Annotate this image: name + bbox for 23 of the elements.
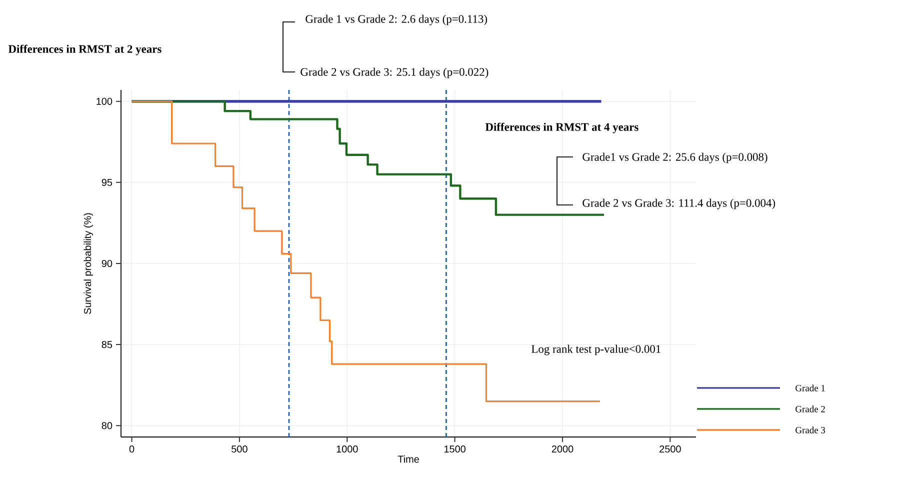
y-axis-title: Survival probability (%) bbox=[84, 213, 94, 314]
y-tick-label: 85 bbox=[102, 341, 112, 348]
annotation: Grade 2 vs Grade 3: 111.4 days (p=0.004) bbox=[582, 198, 776, 210]
text: Grade 3 bbox=[796, 426, 826, 434]
x-tick-label: 2500 bbox=[660, 446, 681, 453]
text: Grade 1 vs Grade 2: 2.6 days (p=0.113) bbox=[306, 14, 488, 26]
annotation: Log rank test p-value<0.001 bbox=[532, 344, 660, 356]
text: Grade 2 bbox=[796, 406, 825, 412]
x-tick-label: 500 bbox=[232, 446, 248, 453]
text: Grade 1 bbox=[796, 384, 825, 392]
y-tick-label: 95 bbox=[102, 178, 112, 186]
x-tick-label: 0 bbox=[129, 446, 134, 453]
x-axis-title: Time bbox=[398, 455, 419, 463]
y-tick-label: 80 bbox=[102, 422, 112, 430]
annotation: Differences in RMST at 4 years bbox=[485, 122, 638, 134]
text: Differences in RMST at 2 years bbox=[8, 44, 162, 56]
x-tick-label: 1500 bbox=[444, 446, 466, 453]
y-tick-label: 100 bbox=[96, 98, 112, 105]
text: Grade 2 vs Grade 3: 25.1 days (p=0.022) bbox=[300, 68, 488, 78]
x-tick-label: 2000 bbox=[552, 446, 574, 453]
annotation: Grade1 vs Grade 2: 25.6 days (p=0.008) bbox=[582, 152, 768, 164]
x-tick-label: 1000 bbox=[336, 446, 358, 453]
y-tick-label: 90 bbox=[102, 260, 112, 268]
